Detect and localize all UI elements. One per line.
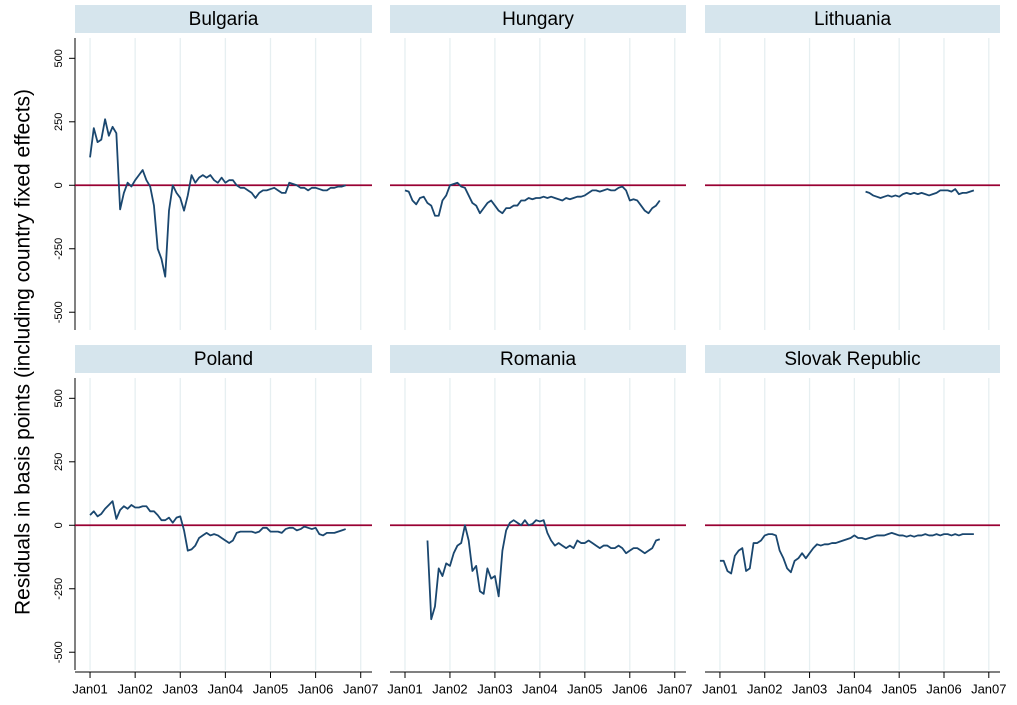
y-tick-label: -250 [53, 238, 65, 260]
x-tick-label: Jan06 [612, 681, 647, 696]
x-tick-label: Jan07 [657, 681, 692, 696]
facet-strip [705, 345, 1000, 373]
x-tick-label: Jan04 [522, 681, 557, 696]
x-tick-label: Jan01 [387, 681, 422, 696]
data-line [89, 500, 346, 552]
facet-strip [390, 5, 686, 33]
facet-strip [75, 345, 372, 373]
facet-title: Bulgaria [189, 9, 259, 30]
x-tick-label: Jan03 [163, 681, 198, 696]
y-tick-label: 500 [53, 389, 65, 407]
x-tick-label: Jan04 [837, 681, 872, 696]
facet-strip [390, 345, 686, 373]
x-tick-label: Jan06 [298, 681, 333, 696]
y-tick-label: -250 [53, 578, 65, 600]
x-tick-label: Jan01 [72, 681, 107, 696]
facet-strip [75, 5, 372, 33]
x-tick-label: Jan02 [117, 681, 152, 696]
y-tick-label: 500 [53, 49, 65, 67]
x-tick-label: Jan04 [208, 681, 243, 696]
x-tick-label: Jan02 [432, 681, 467, 696]
x-tick-label: Jan07 [971, 681, 1006, 696]
x-tick-label: Jan03 [792, 681, 827, 696]
x-tick-label: Jan07 [343, 681, 378, 696]
facet-title: Lithuania [814, 9, 892, 30]
y-tick-label: 0 [53, 182, 65, 188]
y-axis-label: Residuals in basis points (including cou… [12, 89, 35, 615]
data-line [719, 531, 974, 575]
data-line [404, 181, 661, 217]
facet-title: Poland [194, 349, 253, 370]
x-tick-label: Jan03 [477, 681, 512, 696]
data-line [426, 519, 661, 621]
x-tick-label: Jan05 [253, 681, 288, 696]
x-tick-label: Jan01 [702, 681, 737, 696]
x-tick-label: Jan05 [881, 681, 916, 696]
facet-title: Hungary [502, 9, 574, 30]
x-tick-label: Jan06 [926, 681, 961, 696]
x-tick-label: Jan05 [567, 681, 602, 696]
y-tick-label: 250 [53, 453, 65, 471]
y-tick-label: -500 [53, 301, 65, 323]
facet-title: Slovak Republic [784, 349, 920, 370]
data-line [89, 118, 346, 278]
y-tick-label: -500 [53, 641, 65, 663]
y-tick-label: 250 [53, 113, 65, 131]
facet-title: Romania [500, 349, 576, 370]
x-tick-label: Jan02 [747, 681, 782, 696]
facet-strip [705, 5, 1000, 33]
y-tick-label: 0 [53, 522, 65, 528]
data-line [865, 188, 975, 199]
